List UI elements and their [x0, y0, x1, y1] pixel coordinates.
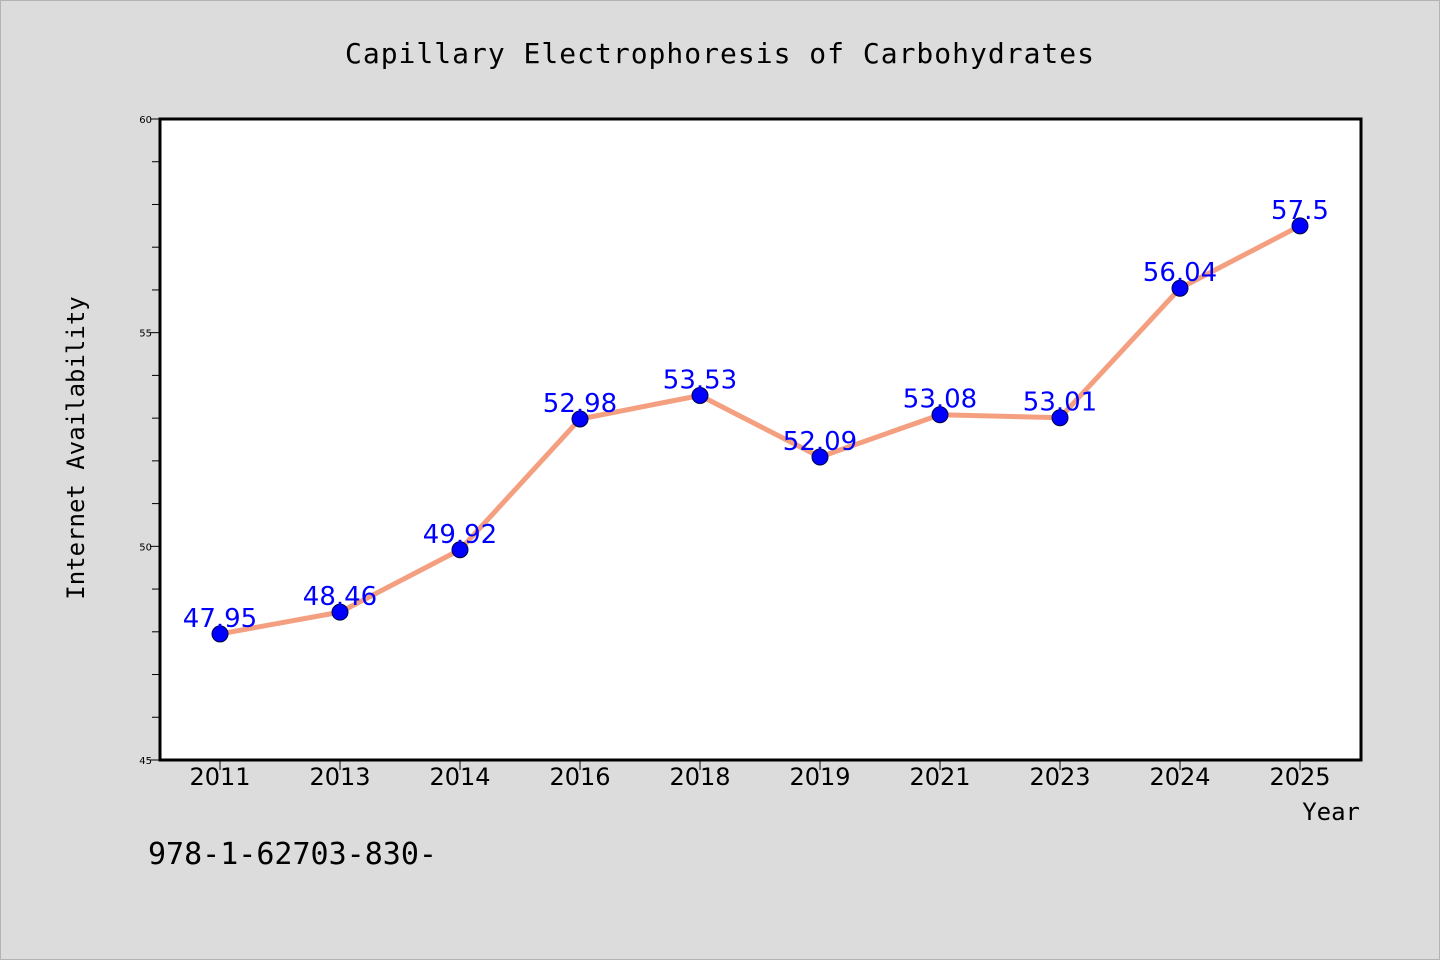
series-line: [217, 223, 1303, 637]
y-tick-label: 55: [139, 329, 152, 340]
data-labels: 47.95 48.46 49.92 52.98 53.53 52.09 53.08 53.01…: [183, 196, 1329, 634]
data-label: 56.04: [1143, 258, 1217, 288]
y-axis: 45 50 55 60: [139, 115, 160, 767]
data-label: 53.01: [1023, 388, 1097, 418]
x-tick-label: 2018: [669, 763, 730, 791]
data-label: 49.92: [423, 520, 497, 550]
footer-text: 978-1-62703-830-: [148, 837, 437, 872]
x-axis-title: Year: [1302, 798, 1360, 826]
plot-area: [158, 117, 1363, 762]
data-markers: [211, 217, 1309, 643]
data-point: [331, 603, 349, 621]
data-point: [1171, 279, 1189, 297]
x-tick-label: 2011: [189, 763, 250, 791]
x-tick-label: 2025: [1269, 763, 1330, 791]
x-tick-label: 2019: [789, 763, 850, 791]
data-label: 48.46: [303, 582, 377, 612]
x-tick-label: 2016: [549, 763, 610, 791]
data-label: 53.53: [663, 365, 737, 395]
data-point: [811, 448, 829, 466]
y-axis-title: Internet Availability: [62, 296, 90, 599]
y-tick-label: 50: [139, 542, 152, 553]
data-label: 57.5: [1271, 196, 1329, 226]
series-line-group: [217, 223, 1303, 637]
data-label: 47.95: [183, 604, 257, 634]
data-point: [931, 406, 949, 424]
x-tick-label: 2013: [309, 763, 370, 791]
data-label: 53.08: [903, 385, 977, 415]
x-axis: 2011 2013 2014 2016 2018 2019 2021 2023 2024 2025: [189, 760, 1331, 791]
data-point: [691, 386, 709, 404]
x-tick-label: 2021: [909, 763, 970, 791]
y-tick-label: 45: [139, 756, 152, 767]
chart-title: Capillary Electrophoresis of Carbohydrat…: [345, 37, 1095, 70]
x-tick-label: 2023: [1029, 763, 1090, 791]
y-tick-label: 60: [139, 115, 152, 126]
data-point: [571, 410, 589, 428]
data-point: [211, 625, 229, 643]
data-label: 52.98: [543, 389, 617, 419]
data-point: [1291, 217, 1309, 235]
data-point: [451, 541, 469, 559]
data-point: [1051, 409, 1069, 427]
data-label: 52.09: [783, 427, 857, 457]
x-tick-label: 2024: [1149, 763, 1210, 791]
x-tick-label: 2014: [429, 763, 490, 791]
